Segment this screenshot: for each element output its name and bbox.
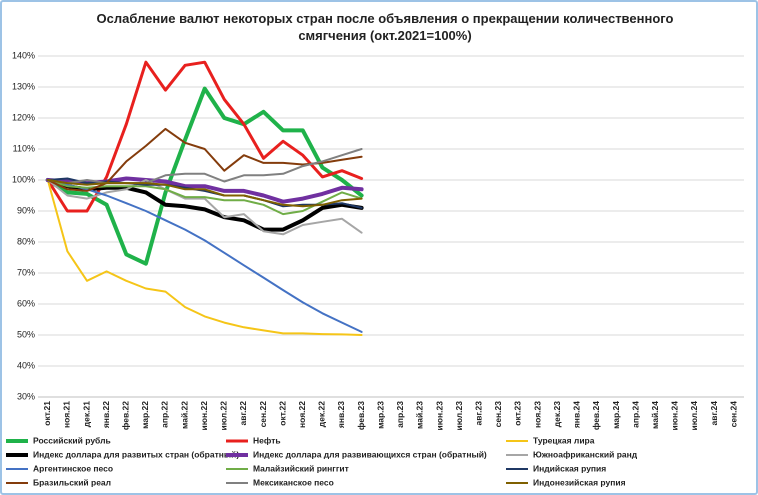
legend-label: Малайзийский ринггит [253, 463, 349, 473]
x-tick-label: дек.23 [552, 401, 562, 427]
x-tick-label: апр.24 [630, 401, 640, 428]
x-tick-label: янв.23 [336, 401, 346, 428]
series-line [46, 148, 363, 185]
series-line [46, 179, 363, 208]
x-tick-label: авг.22 [238, 401, 248, 426]
y-tick-label: 90% [17, 205, 35, 215]
y-tick-label: 120% [12, 112, 35, 122]
y-tick-label: 100% [12, 174, 35, 184]
x-tick-label: янв.22 [101, 401, 111, 428]
series-line [45, 178, 364, 232]
x-tick-label: сен.22 [258, 401, 268, 428]
y-tick-label: 30% [17, 391, 35, 401]
x-tick-label: июл.22 [219, 401, 229, 431]
x-tick-label: окт.22 [277, 401, 287, 426]
series-line [45, 86, 364, 266]
y-tick-label: 50% [17, 329, 35, 339]
y-tick-label: 110% [13, 143, 35, 153]
chart-title: Ослабление валют некоторых стран после о… [96, 11, 674, 43]
x-tick-label: июн.22 [199, 401, 209, 431]
y-tick-label: 140% [12, 50, 35, 60]
legend-label: Индонезийская рупия [533, 477, 626, 487]
y-tick-label: 130% [12, 81, 35, 91]
x-tick-label: ноя.22 [297, 401, 307, 428]
legend-label: Нефть [253, 435, 281, 445]
series-line [46, 179, 363, 333]
x-tick-label: июл.24 [689, 401, 699, 431]
x-tick-label: май.24 [650, 401, 660, 429]
series-line [46, 179, 363, 336]
legend-label: Южноафриканский ранд [533, 449, 638, 459]
x-tick-label: мар.22 [140, 401, 150, 429]
x-tick-label: сен.24 [728, 401, 738, 428]
x-tick-label: апр.22 [160, 401, 170, 428]
x-tick-label: фев.24 [591, 401, 601, 430]
series-line [46, 177, 363, 209]
x-tick-label: фев.22 [121, 401, 131, 430]
y-tick-label: 80% [17, 236, 35, 246]
legend-label: Индийская рупия [533, 463, 606, 473]
x-tick-label: июн.24 [670, 401, 680, 431]
x-tick-label: дек.22 [317, 401, 327, 427]
x-tick-label: авг.24 [709, 401, 719, 426]
x-tick-label: ноя.23 [532, 401, 542, 428]
x-tick-label: июл.23 [454, 401, 464, 431]
legend-label: Индекс доллара для развивающихся стран (… [253, 449, 487, 459]
x-tick-label: апр.23 [395, 401, 405, 428]
y-tick-label: 70% [17, 267, 35, 277]
legend-label: Аргентинское песо [33, 463, 113, 473]
legend-label: Индекс доллара для развитых стран (обрат… [33, 449, 239, 459]
x-tick-label: ноя.21 [62, 401, 72, 428]
legend-label: Турецкая лира [533, 435, 595, 445]
legend-label: Российский рубль [33, 435, 111, 445]
x-tick-label: фев.23 [356, 401, 366, 430]
x-tick-label: окт.21 [42, 401, 52, 426]
x-tick-label: сен.23 [493, 401, 503, 428]
x-tick-label: июн.23 [434, 401, 444, 431]
legend-label: Мексиканское песо [253, 477, 334, 487]
y-tick-label: 60% [17, 298, 35, 308]
x-tick-label: окт.23 [513, 401, 523, 426]
x-tick-label: янв.24 [572, 401, 582, 428]
x-tick-label: дек.21 [81, 401, 91, 427]
y-tick-label: 40% [17, 360, 35, 370]
x-tick-label: мар.24 [611, 401, 621, 429]
x-tick-label: авг.23 [474, 401, 484, 426]
x-tick-label: мар.23 [375, 401, 385, 429]
x-tick-label: май.23 [415, 401, 425, 429]
legend-label: Бразильский реал [33, 477, 111, 487]
x-tick-label: май.22 [179, 401, 189, 429]
